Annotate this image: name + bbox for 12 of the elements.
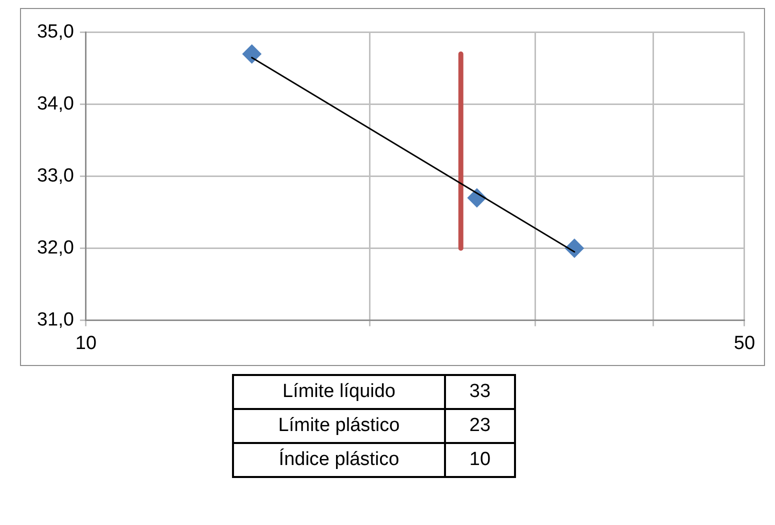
y-tick-label: 32,0 <box>36 237 74 258</box>
y-tick-label: 33,0 <box>36 166 74 187</box>
y-tick-label: 31,0 <box>36 309 74 330</box>
text: Índice plástico <box>233 443 445 477</box>
text: Límite líquido <box>233 375 445 409</box>
x-tick-label: 50 <box>734 332 756 354</box>
text: Límite plástico <box>233 409 445 443</box>
y-tick-label: 35,0 <box>36 22 74 43</box>
y-tick-label: 34,0 <box>36 94 74 115</box>
text: 33 <box>445 375 515 409</box>
text: 10 <box>445 443 515 477</box>
text: 23 <box>445 409 515 443</box>
